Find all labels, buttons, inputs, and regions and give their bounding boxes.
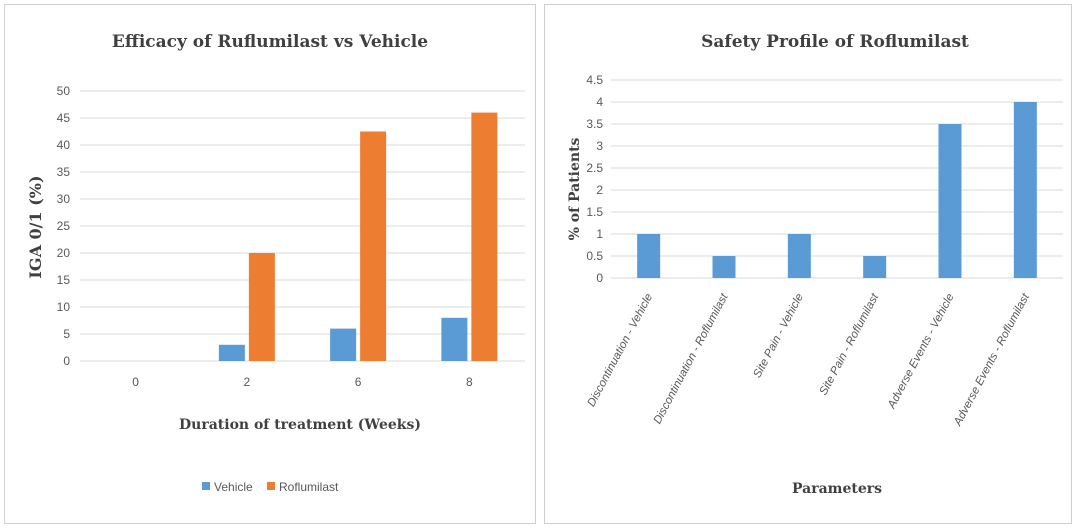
legend-swatch-vehicle [202, 482, 210, 490]
efficacy-chart-panel: Efficacy of Ruflumilast vs Vehicle 0 5 10 1… [4, 4, 536, 524]
efficacy-bar-roflumilast [471, 112, 498, 361]
safety-y-axis-title: % of Patients [567, 137, 583, 240]
efficacy-y-tick-label: 0 [63, 354, 70, 368]
safety-y-tick-label: 0 [596, 271, 603, 285]
efficacy-y-tick-label: 10 [57, 300, 71, 314]
efficacy-chart: Efficacy of Ruflumilast vs Vehicle 0 5 10 1… [26, 32, 525, 494]
safety-bar [863, 256, 887, 278]
safety-x-tick-label: Discontinuation - Vehicle [586, 292, 656, 409]
safety-y-tick-label: 2.5 [586, 161, 603, 175]
efficacy-bar-vehicle [330, 328, 357, 361]
efficacy-y-tick-label: 20 [57, 246, 71, 260]
efficacy-bar-vehicle [441, 317, 468, 361]
safety-x-axis-title: Parameters [792, 481, 882, 497]
efficacy-x-tick-label: 0 [132, 375, 139, 389]
legend-label-roflumilast: Roflumilast [279, 480, 339, 494]
efficacy-y-tick-label: 35 [57, 165, 71, 179]
efficacy-chart-title: Efficacy of Ruflumilast vs Vehicle [112, 32, 428, 52]
safety-y-tick-label: 2 [596, 183, 603, 197]
safety-y-tick-label: 3.5 [586, 117, 603, 131]
efficacy-bar-roflumilast [248, 253, 275, 361]
safety-x-tick-label: Site Pain - Roflumilast [818, 291, 882, 397]
efficacy-x-tick-label: 6 [355, 375, 362, 389]
efficacy-y-tick-label: 15 [57, 273, 71, 287]
efficacy-x-tick-label: 2 [244, 375, 251, 389]
efficacy-y-axis-title: IGA 0/1 (%) [26, 175, 45, 278]
safety-bar [712, 256, 736, 278]
safety-y-tick-label: 3 [596, 139, 603, 153]
efficacy-bar-vehicle [218, 344, 245, 361]
safety-x-tick-label: Adverse Events - Roflumilast [952, 291, 1033, 429]
safety-x-tick-label: Site Pain - Vehicle [751, 292, 806, 380]
efficacy-x-tick-label: 8 [466, 375, 473, 389]
safety-bar [787, 234, 811, 278]
safety-chart: Safety Profile of Roflumilast 0 0.5 1 1.5 2 2… [567, 32, 1063, 497]
safety-chart-panel: Safety Profile of Roflumilast 0 0.5 1 1.5 2 2… [544, 4, 1072, 524]
efficacy-x-axis-title: Duration of treatment (Weeks) [179, 417, 421, 433]
efficacy-bar-roflumilast [360, 131, 387, 361]
efficacy-y-tick-label: 5 [63, 327, 70, 341]
safety-bar [637, 234, 661, 278]
legend-swatch-roflumilast [267, 482, 275, 490]
legend-label-vehicle: Vehicle [214, 480, 253, 494]
safety-bar [938, 124, 962, 278]
safety-bar [1013, 102, 1037, 278]
safety-y-tick-label: 1 [596, 227, 603, 241]
efficacy-y-tick-label: 25 [57, 219, 71, 233]
safety-x-tick-label: Discontinuation - Roflumilast [652, 291, 731, 426]
efficacy-y-tick-label: 50 [57, 84, 71, 98]
safety-x-tick-label: Adverse Events - Vehicle [885, 292, 956, 412]
safety-chart-title: Safety Profile of Roflumilast [701, 32, 969, 52]
safety-y-tick-label: 4 [596, 95, 603, 109]
efficacy-y-tick-label: 30 [57, 192, 71, 206]
efficacy-y-tick-label: 40 [57, 138, 71, 152]
safety-y-tick-label: 4.5 [586, 73, 603, 87]
safety-y-tick-label: 1.5 [586, 205, 603, 219]
efficacy-y-tick-label: 45 [57, 111, 71, 125]
safety-y-tick-label: 0.5 [586, 249, 603, 263]
